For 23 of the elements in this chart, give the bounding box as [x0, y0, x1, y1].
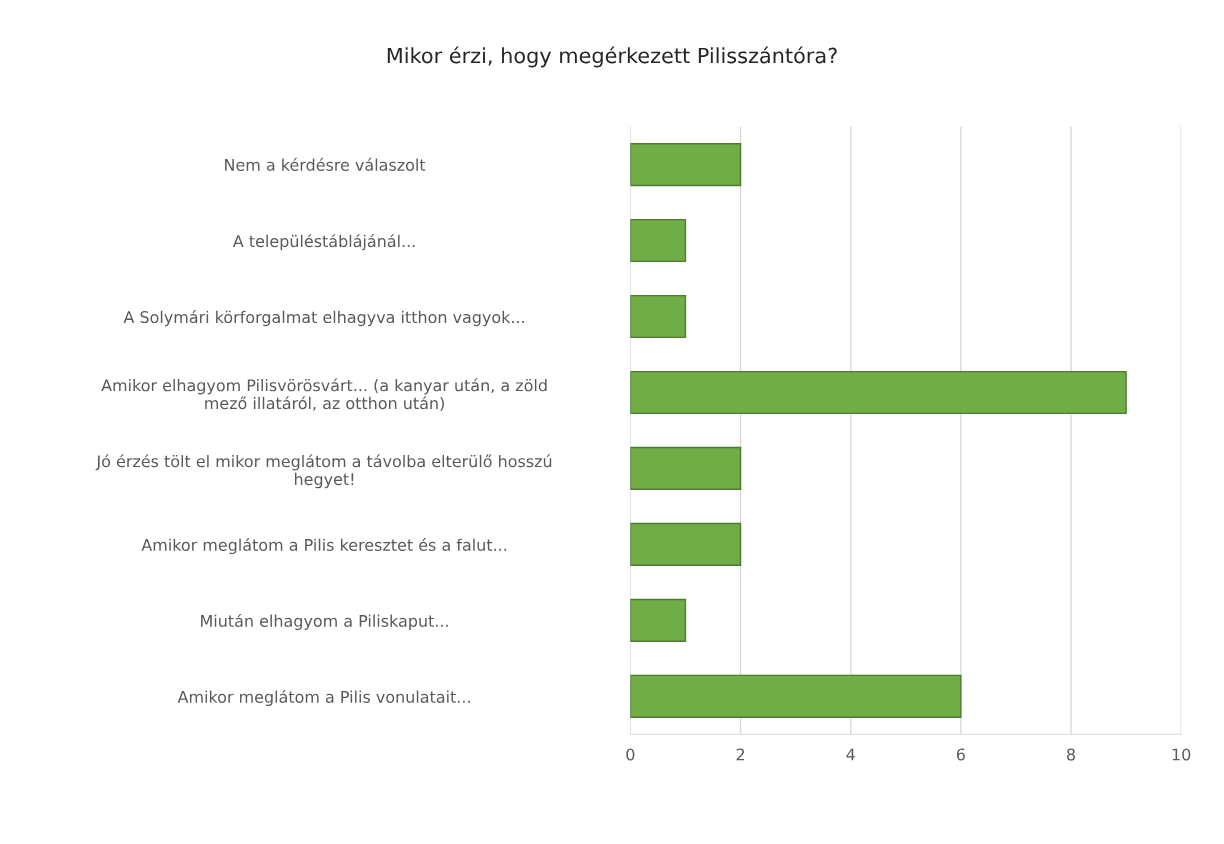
bar [630, 598, 687, 642]
chart-title: Mikor érzi, hogy megérkezett Pilisszántóra? [387, 46, 837, 68]
x-tick-label: 2 [736, 748, 744, 761]
y-tick-label: A Solymári körforgalmat elhagyva itthon vagyok... [123, 310, 524, 327]
bar [630, 142, 742, 187]
x-tick-label: 6 [956, 748, 965, 761]
x-tick-label: 8 [1067, 748, 1075, 761]
x-tick-label: 0 [626, 748, 635, 761]
y-tick-label: Amikor elhagyom Pilisvörösvárt... (a kanyar után, a zöld mező illatáról, az otthon után) [101, 378, 547, 412]
bar [630, 522, 742, 566]
y-tick-label: Amikor meglátom a Pilis keresztet és a falut... [141, 537, 507, 555]
y-tick-label: Jó érzés tölt el mikor meglátom a távolba elterülő hosszú hegyet! [95, 454, 552, 489]
x-tick-label: 4 [846, 748, 855, 761]
y-tick-label: Nem a kérdésre válaszolt [225, 157, 426, 171]
bar [630, 218, 687, 263]
bar [630, 674, 962, 718]
y-tick-label: Miután elhagyom a Piliskaput... [201, 613, 448, 631]
bar [630, 370, 1127, 415]
bar [630, 294, 687, 339]
y-tick-label: A településtáblájánál... [232, 234, 415, 251]
bar [630, 446, 742, 491]
x-tick-label: 10 [1172, 748, 1191, 761]
y-tick-label: Amikor meglátom a Pilis vonulatait... [177, 689, 470, 707]
